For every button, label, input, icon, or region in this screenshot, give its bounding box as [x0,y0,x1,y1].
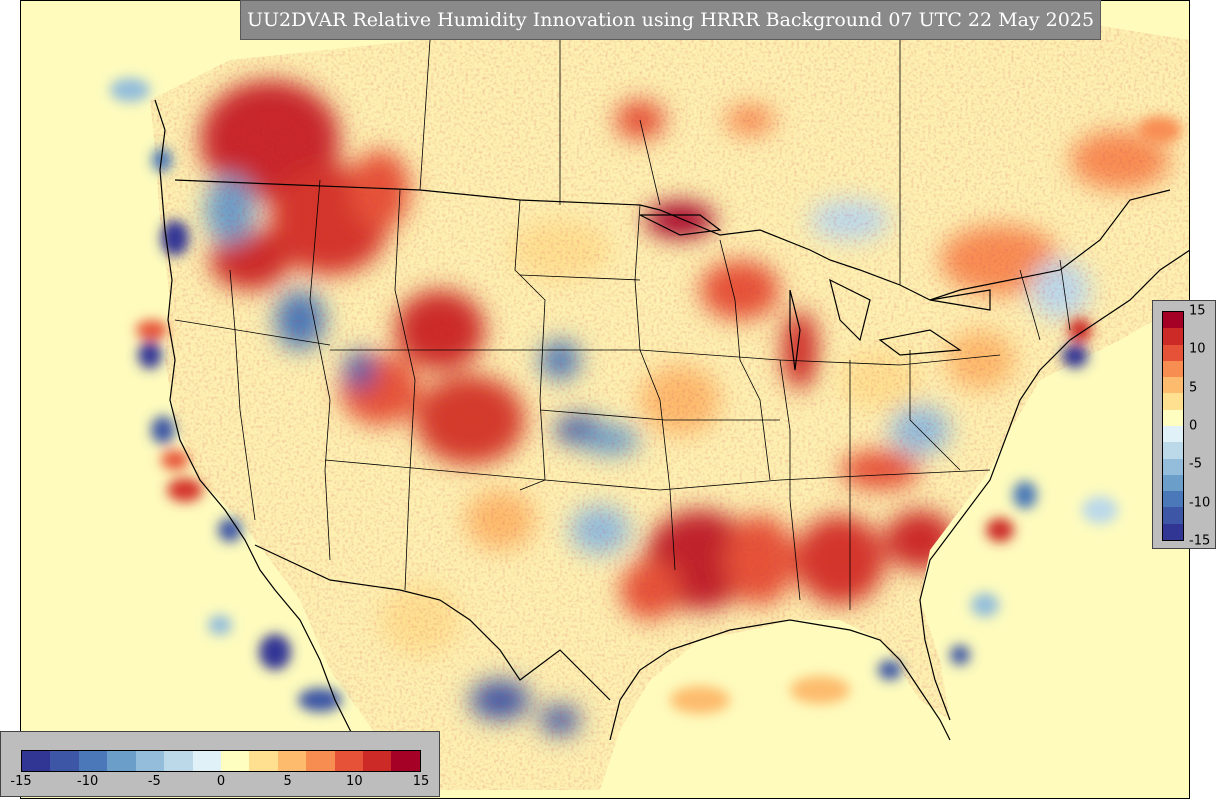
colorbar-tick-label: 0 [1189,418,1198,434]
vertical-colorbar-gradient [1162,311,1184,541]
colorbar-swatch [334,751,364,771]
colorbar-swatch [1163,474,1183,492]
colorbar-swatch [1163,425,1183,443]
colorbar-tick-label: 15 [1189,303,1206,319]
colorbar-swatch [192,751,221,771]
colorbar-swatch [50,751,79,771]
colorbar-tick-label: 5 [283,774,292,789]
colorbar-swatch [363,751,392,771]
colorbar-swatch [1163,328,1183,345]
colorbar-tick-label: -10 [1189,495,1211,511]
colorbar-tick-label: -15 [10,774,32,789]
colorbar-tick-label: 10 [346,774,363,789]
colorbar-swatch [135,751,165,771]
colorbar-swatch [220,751,250,771]
colorbar-swatch [306,751,335,771]
us-mexico-border [254,544,611,701]
ocean-features [110,78,1182,714]
vertical-colorbar: 15 10 5 0 -5 -10 -15 [1152,300,1216,549]
colorbar-tick-label: -5 [147,774,161,789]
colorbar-swatch [1163,360,1183,378]
colorbar-swatch [1163,442,1183,459]
colorbar-tick-label: -15 [1189,533,1211,549]
colorbar-swatch [249,751,278,771]
colorbar-swatch [164,751,193,771]
horizontal-colorbar: -15 -10 -5 0 5 10 15 [0,731,440,797]
colorbar-swatch [1163,409,1183,426]
colorbar-swatch [78,751,108,771]
colorbar-swatch [1163,344,1183,361]
colorbar-swatch [22,751,51,771]
colorbar-swatch [1163,507,1183,524]
colorbar-swatch [1163,312,1183,329]
coastline-west [154,99,371,781]
political-boundaries [154,39,1190,781]
colorbar-tick-label: 10 [1189,341,1206,357]
colorbar-tick-label: 15 [412,774,430,789]
colorbar-tick-label: 5 [1189,380,1198,396]
us-canada-border [174,179,1171,301]
colorbar-swatch [277,751,307,771]
horizontal-colorbar-gradient [21,750,421,772]
map-title: UU2DVAR Relative Humidity Innovation usi… [240,0,1101,40]
colorbar-swatch [1163,491,1183,508]
colorbar-tick-label: -10 [77,774,99,789]
colorbar-swatch [1163,458,1183,475]
colorbar-swatch [391,751,420,771]
colorbar-swatch [1163,523,1183,540]
great-lakes [639,214,991,371]
colorbar-tick-label: -5 [1189,456,1202,472]
colorbar-swatch [1163,377,1183,394]
colorbar-swatch [1163,393,1183,410]
colorbar-tick-label: 0 [216,774,226,789]
coastline-gulf [609,619,951,741]
colorbar-swatch [107,751,136,771]
coastline-east [919,249,1190,721]
